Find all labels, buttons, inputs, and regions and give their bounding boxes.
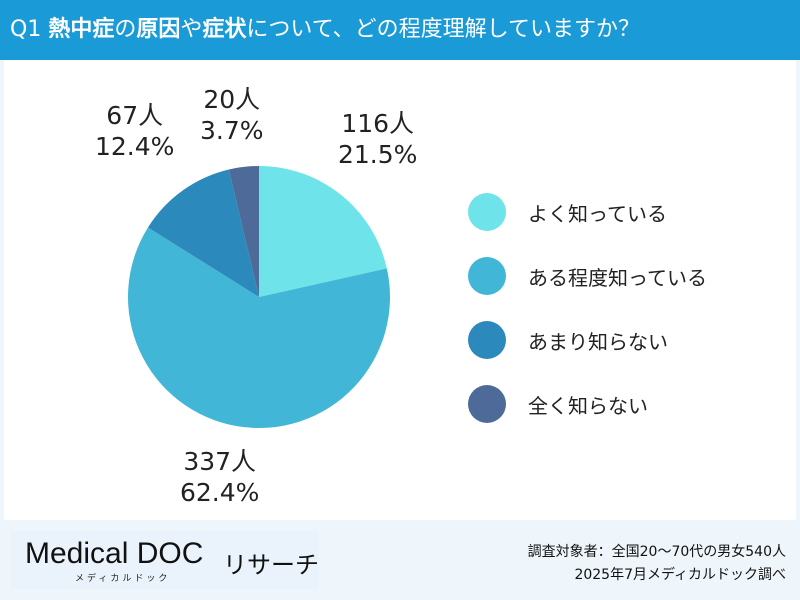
legend-label: 全く知らない	[528, 393, 648, 418]
pie-slice-3	[228, 166, 259, 297]
legend-item: 全く知らない	[468, 372, 707, 436]
legend-label: よく知っている	[528, 201, 667, 226]
legend-swatch	[468, 257, 506, 295]
title-bold: 熱中症	[48, 17, 115, 42]
title-prefix: Q1	[10, 17, 49, 42]
title-text: や	[180, 17, 203, 42]
data-label-3: 20人 3.7%	[200, 85, 264, 145]
title-text: について、どの程度理解していますか？	[246, 17, 640, 42]
title-bold: 症状	[202, 17, 247, 42]
pie-slice-1	[127, 227, 390, 429]
legend-swatch	[468, 193, 506, 231]
chart-title: Q1 熱中症の原因や症状について、どの程度理解していますか？	[0, 0, 800, 60]
data-label-0: 116人 21.5%	[338, 109, 418, 169]
title-bold: 原因	[136, 17, 181, 42]
legend-label: あまり知らない	[528, 329, 668, 354]
pie-slice-0	[259, 166, 387, 297]
data-label-1: 337人 62.4%	[180, 447, 260, 507]
title-text: の	[114, 17, 137, 42]
survey-subjects: 調査対象者：全国20〜70代の男女540人	[527, 544, 786, 560]
logo-suffix: リサーチ	[223, 551, 319, 579]
legend: よく知っている ある程度知っている あまり知らない 全く知らない	[468, 180, 707, 436]
logo-kana: メディカルドック	[75, 574, 171, 584]
legend-item: ある程度知っている	[468, 244, 707, 308]
legend-item: あまり知らない	[468, 308, 707, 372]
logo: Medical DOC リサーチ メディカルドック	[11, 531, 319, 589]
survey-note: 調査対象者：全国20〜70代の男女540人 2025年7月メディカルドック調べ	[528, 541, 786, 587]
legend-swatch	[468, 321, 506, 359]
legend-swatch	[468, 385, 506, 423]
data-label-2: 67人 12.4%	[95, 101, 175, 161]
logo-text: Medical DOC	[25, 537, 204, 570]
pie-slice-2	[147, 169, 259, 297]
legend-label: ある程度知っている	[528, 265, 707, 290]
survey-source: 2025年7月メディカルドック調べ	[574, 567, 786, 583]
legend-item: よく知っている	[468, 180, 707, 244]
